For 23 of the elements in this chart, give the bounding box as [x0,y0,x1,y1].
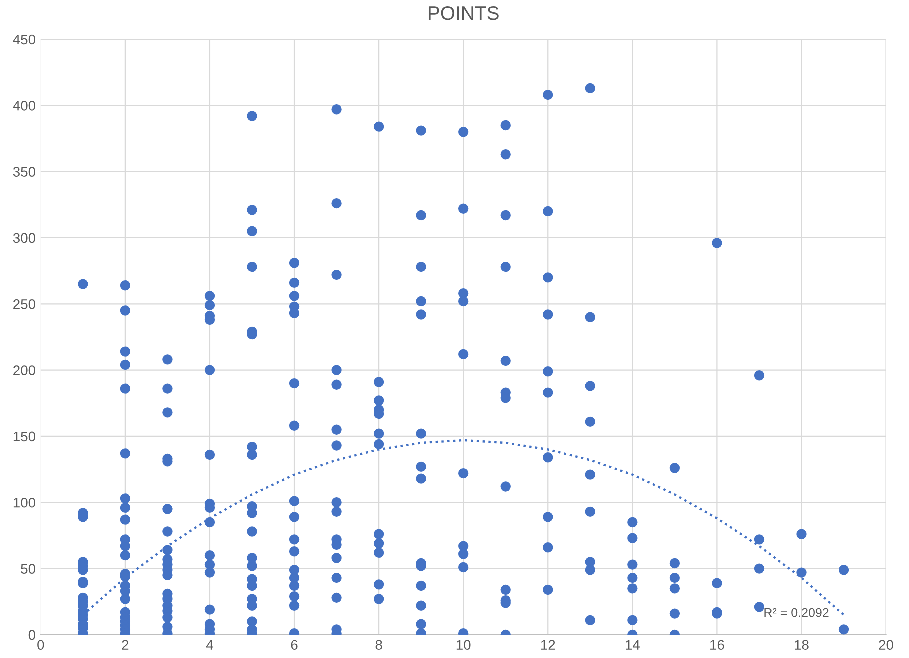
x-tick-label: 20 [879,640,894,650]
y-tick-label: 0 [28,630,36,640]
y-tick-label: 250 [14,299,36,310]
x-tick-label: 8 [376,640,382,650]
y-tick-label: 350 [13,167,36,177]
y-tick-label: 400 [13,100,36,111]
x-tick-label: 10 [456,640,471,650]
y-tick-label: 450 [13,34,36,45]
y-tick-label: 150 [14,432,36,442]
x-tick-label: 0 [38,640,44,650]
annotation: R² = 0.2092 [764,608,829,618]
x-tick-label: 14 [626,640,640,650]
x-tick-label: 4 [206,640,214,650]
y-tick-label: 50 [21,564,36,574]
y-tick-label: 200 [14,366,36,376]
x-tick-label: 12 [541,640,556,650]
y-tick-label: 300 [13,233,36,244]
y-tick-label: 100 [14,498,36,508]
x-tick-label: 16 [710,640,724,650]
x-tick-label: 2 [122,640,129,650]
chart-title: POINTS [428,6,499,20]
x-tick-label: 6 [291,640,298,650]
x-tick-label: 18 [795,640,809,650]
